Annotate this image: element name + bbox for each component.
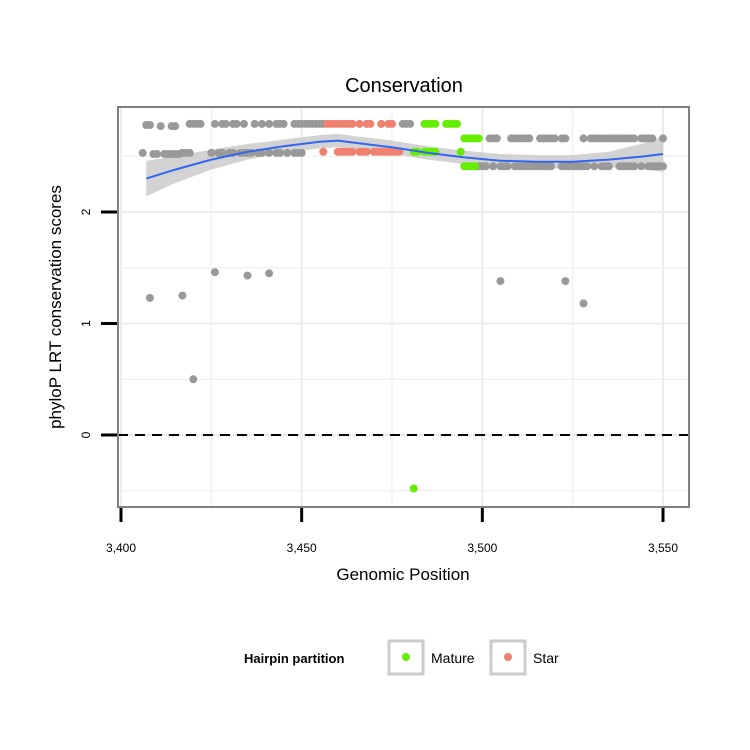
plot-area — [117, 106, 690, 508]
data-point-other — [496, 277, 505, 286]
data-point-other — [492, 134, 501, 143]
legend-label-star: Star — [533, 650, 559, 666]
data-point-star — [388, 119, 396, 128]
data-point-other — [265, 119, 274, 128]
data-point-other — [579, 299, 588, 308]
data-point-other — [257, 119, 266, 128]
data-point-other — [550, 134, 559, 143]
legend-item-star: Star — [489, 639, 559, 676]
x-tick-label: 3,400 — [106, 541, 136, 555]
data-point-other — [503, 162, 512, 171]
data-point-other — [196, 119, 205, 128]
x-tick-label: 3,550 — [648, 541, 678, 555]
data-point-other — [265, 269, 274, 278]
x-axis: 3,400 3,450 3,500 3,550 — [106, 508, 678, 555]
data-point-other — [145, 293, 154, 302]
data-point-other — [210, 268, 219, 277]
data-point-mature — [456, 147, 465, 156]
legend-label-mature: Mature — [431, 650, 475, 666]
data-point-other — [243, 271, 252, 280]
y-axis: 0 1 2 — [79, 208, 117, 438]
plot-border — [117, 106, 690, 508]
data-point-other — [250, 119, 259, 128]
data-point-other — [630, 134, 639, 143]
legend-title: Hairpin partition — [244, 651, 344, 666]
data-point-other — [659, 162, 667, 171]
chart-title: Conservation — [345, 75, 463, 97]
x-axis-title: Genomic Position — [336, 565, 469, 584]
data-point-star — [377, 119, 386, 128]
data-point-other — [547, 162, 555, 171]
data-point-other — [218, 148, 227, 157]
data-point-other — [579, 134, 588, 143]
x-tick-label: 3,450 — [287, 541, 317, 555]
data-point-other — [171, 122, 180, 131]
data-point-other — [637, 162, 646, 171]
data-point-other — [561, 277, 570, 286]
data-point-other — [297, 148, 306, 157]
data-point-star — [395, 147, 404, 156]
data-point-other — [604, 162, 613, 171]
data-point-other — [185, 148, 194, 157]
data-point-star — [319, 147, 328, 156]
plot-background — [118, 107, 689, 507]
data-point-other — [207, 148, 216, 157]
data-point-other — [153, 150, 162, 158]
data-point-star — [362, 147, 371, 156]
y-tick-label: 0 — [79, 431, 93, 438]
data-point-other — [145, 121, 154, 129]
data-point-mature — [453, 119, 461, 128]
data-point-other — [630, 162, 639, 171]
legend-item-mature: Mature — [387, 639, 475, 676]
data-point-other — [221, 119, 230, 128]
data-point-mature — [431, 119, 440, 128]
data-point-star — [348, 119, 357, 128]
data-point-other — [156, 122, 165, 131]
data-point-other — [210, 119, 219, 128]
data-point-star — [348, 147, 357, 156]
data-point-other — [178, 291, 187, 300]
grid-lines — [118, 107, 689, 507]
data-point-other — [239, 119, 248, 128]
smooth-trend-line — [146, 139, 664, 180]
legend: Hairpin partition Mature Star — [244, 639, 559, 676]
data-point-other — [561, 134, 570, 143]
data-point-other — [257, 148, 266, 157]
data-point-other — [138, 148, 147, 157]
data-point-other — [648, 134, 657, 143]
x-tick-label: 3,500 — [467, 541, 497, 555]
data-point-other — [279, 119, 288, 128]
data-point-other — [276, 148, 284, 157]
data-point-other — [283, 148, 292, 157]
data-point-mature — [471, 162, 480, 171]
data-point-other — [489, 162, 498, 171]
data-point-star — [355, 119, 364, 128]
data-point-other — [590, 162, 599, 171]
data-point-star — [366, 119, 375, 128]
data-point-other — [189, 375, 198, 384]
y-tick-label: 1 — [79, 320, 93, 327]
data-point-mature — [409, 484, 418, 493]
data-points — [138, 119, 667, 493]
y-axis-title: phyloP LRT conservation scores — [46, 185, 65, 429]
data-point-other — [265, 148, 274, 157]
data-point-other — [525, 134, 534, 143]
data-point-other — [406, 119, 415, 128]
data-point-other — [481, 162, 490, 171]
data-point-other — [583, 162, 592, 171]
legend-key-star — [504, 653, 512, 661]
data-point-other — [232, 119, 241, 128]
data-point-other — [659, 134, 667, 143]
y-tick-label: 2 — [79, 208, 93, 215]
legend-key-mature — [402, 653, 410, 661]
data-point-mature — [474, 134, 483, 143]
